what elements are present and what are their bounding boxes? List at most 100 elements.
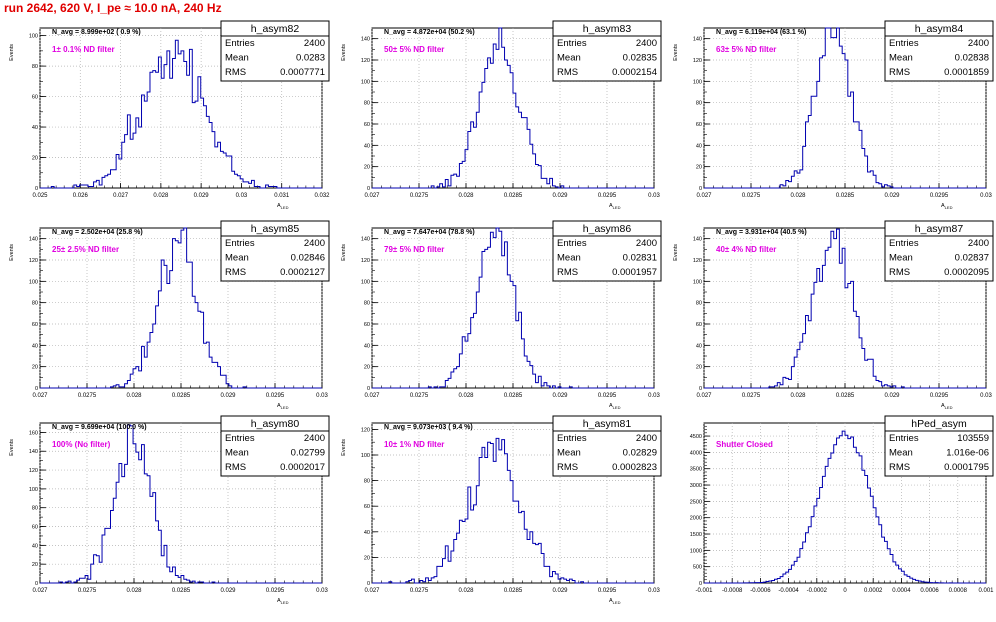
- stats-label: RMS: [889, 462, 910, 473]
- pad-h-asym81: 0.027 0.0275 0.028 0.0285 0.029 0.0295 0.03 0 20…: [332, 415, 662, 622]
- stats-label: RMS: [225, 67, 246, 78]
- x-tick-label: 0.028: [790, 193, 806, 199]
- x-tick-label: 0.03: [236, 193, 248, 199]
- histogram-series: [372, 27, 654, 189]
- x-tick-label: 0.029: [220, 393, 236, 399]
- filter-label: 63± 5% ND filter: [716, 45, 776, 54]
- navg-label: N_avg = 7.647e+04 (78.8 %): [384, 229, 475, 236]
- stats-value: 2400: [636, 238, 657, 249]
- stats-value: 0.0007771: [280, 67, 325, 78]
- y-tick-label: 40: [32, 543, 38, 549]
- x-axis-label: ALED: [609, 403, 621, 410]
- x-tick-label: 0.0275: [78, 588, 97, 594]
- y-tick-label: 60: [32, 95, 38, 101]
- y-tick-label: 500: [693, 565, 702, 571]
- y-tick-label: 120: [361, 258, 370, 264]
- y-tick-label: 1000: [690, 548, 702, 554]
- y-tick-label: 40: [364, 530, 370, 536]
- stats-box: [552, 35, 662, 82]
- stats-label: RMS: [225, 462, 246, 473]
- y-tick-label: 80: [32, 506, 38, 512]
- stats-label: Mean: [225, 448, 249, 459]
- x-tick-label: 0.0295: [930, 393, 949, 399]
- navg-label: N_avg = 6.119e+04 (63.1 %): [716, 29, 806, 36]
- y-axis-label: Events: [341, 44, 347, 61]
- y-tick-label: 4500: [690, 434, 702, 440]
- x-tick-label: 0.03: [648, 193, 660, 199]
- x-tick-label: 0.0285: [504, 393, 523, 399]
- histogram-series: [372, 227, 654, 389]
- y-tick-label: 2500: [690, 499, 702, 505]
- x-axis-label: ALED: [609, 598, 621, 605]
- filter-label: 79± 5% ND filter: [384, 245, 444, 254]
- stats-label: Mean: [225, 53, 249, 64]
- stats-box: [220, 430, 330, 477]
- x-axis-label: ALED: [277, 598, 289, 605]
- x-axis-label: ALED: [941, 203, 953, 210]
- histogram-title: h_asym86: [583, 223, 632, 235]
- y-tick-label: 60: [696, 322, 702, 328]
- x-tick-label: 0.03: [648, 393, 660, 399]
- stats-box: [220, 235, 330, 282]
- navg-label: N_avg = 3.931e+04 (40.5 %): [716, 229, 807, 236]
- histogram-series: [40, 39, 322, 189]
- stats-value: 0.02838: [955, 53, 989, 64]
- x-tick-label: 0.028: [458, 393, 474, 399]
- y-tick-label: 80: [364, 101, 370, 107]
- histogram-series: [704, 228, 986, 389]
- x-tick-label: 0.0004: [892, 588, 911, 594]
- y-tick-label: 80: [696, 301, 702, 307]
- stats-value: 0.0001795: [944, 462, 989, 473]
- x-tick-label: 0.027: [364, 588, 380, 594]
- pad-h-asym87: 0.027 0.0275 0.028 0.0285 0.029 0.0295 0.03 0 20…: [664, 220, 994, 427]
- x-tick-label: 0.028: [126, 393, 142, 399]
- stats-value: 0.0001957: [612, 267, 657, 278]
- y-tick-label: 20: [364, 555, 370, 561]
- y-tick-label: 20: [364, 365, 370, 371]
- x-tick-label: 0.028: [458, 193, 474, 199]
- y-tick-label: 0: [35, 581, 38, 587]
- y-tick-label: 140: [29, 449, 38, 455]
- x-tick-label: 0.0285: [172, 588, 191, 594]
- y-tick-label: 100: [693, 279, 702, 285]
- histogram-title: h_asym87: [915, 223, 964, 235]
- stats-label: Entries: [225, 238, 255, 249]
- y-tick-label: 140: [361, 237, 370, 243]
- y-tick-label: 140: [361, 37, 370, 43]
- x-tick-label: 0.029: [884, 393, 900, 399]
- x-tick-label: 0.0285: [504, 588, 523, 594]
- y-tick-label: 0: [35, 186, 38, 192]
- stats-label: RMS: [557, 267, 578, 278]
- x-tick-label: 0.029: [552, 393, 568, 399]
- stats-label: Entries: [225, 38, 255, 49]
- x-tick-label: 0.0295: [930, 193, 949, 199]
- x-tick-label: 0.0275: [78, 393, 97, 399]
- stats-box: [552, 430, 662, 477]
- filter-label: 50± 5% ND filter: [384, 45, 444, 54]
- stats-value: 2400: [968, 238, 989, 249]
- y-tick-label: 120: [29, 258, 38, 264]
- pad-hped-asym: -0.001 -0.0008 -0.0006 -0.0004 -0.0002 0 0.000…: [664, 415, 994, 622]
- x-tick-label: 0.028: [126, 588, 142, 594]
- histogram-series: [40, 424, 322, 584]
- x-tick-label: 0.03: [980, 193, 992, 199]
- y-axis-label: Events: [341, 439, 347, 456]
- x-tick-label: 0.029: [194, 193, 210, 199]
- y-tick-label: 40: [364, 343, 370, 349]
- navg-label: N_avg = 9.073e+03 ( 9.4 %): [384, 424, 473, 431]
- y-tick-label: 20: [32, 365, 38, 371]
- y-tick-label: 60: [696, 122, 702, 128]
- y-tick-label: 0: [367, 186, 370, 192]
- stats-box: [220, 35, 330, 82]
- y-tick-label: 0: [367, 581, 370, 587]
- y-tick-label: 140: [693, 237, 702, 243]
- y-tick-label: 20: [696, 365, 702, 371]
- x-tick-label: 0.027: [113, 193, 129, 199]
- y-tick-label: 20: [32, 562, 38, 568]
- y-tick-label: 40: [696, 343, 702, 349]
- y-axis-label: Events: [9, 44, 15, 61]
- x-tick-label: 0.03: [316, 393, 328, 399]
- navg-label: N_avg = 2.502e+04 (25.8 %): [52, 229, 143, 236]
- stats-label: RMS: [225, 267, 246, 278]
- histogram-title: hPed_asym: [911, 418, 967, 430]
